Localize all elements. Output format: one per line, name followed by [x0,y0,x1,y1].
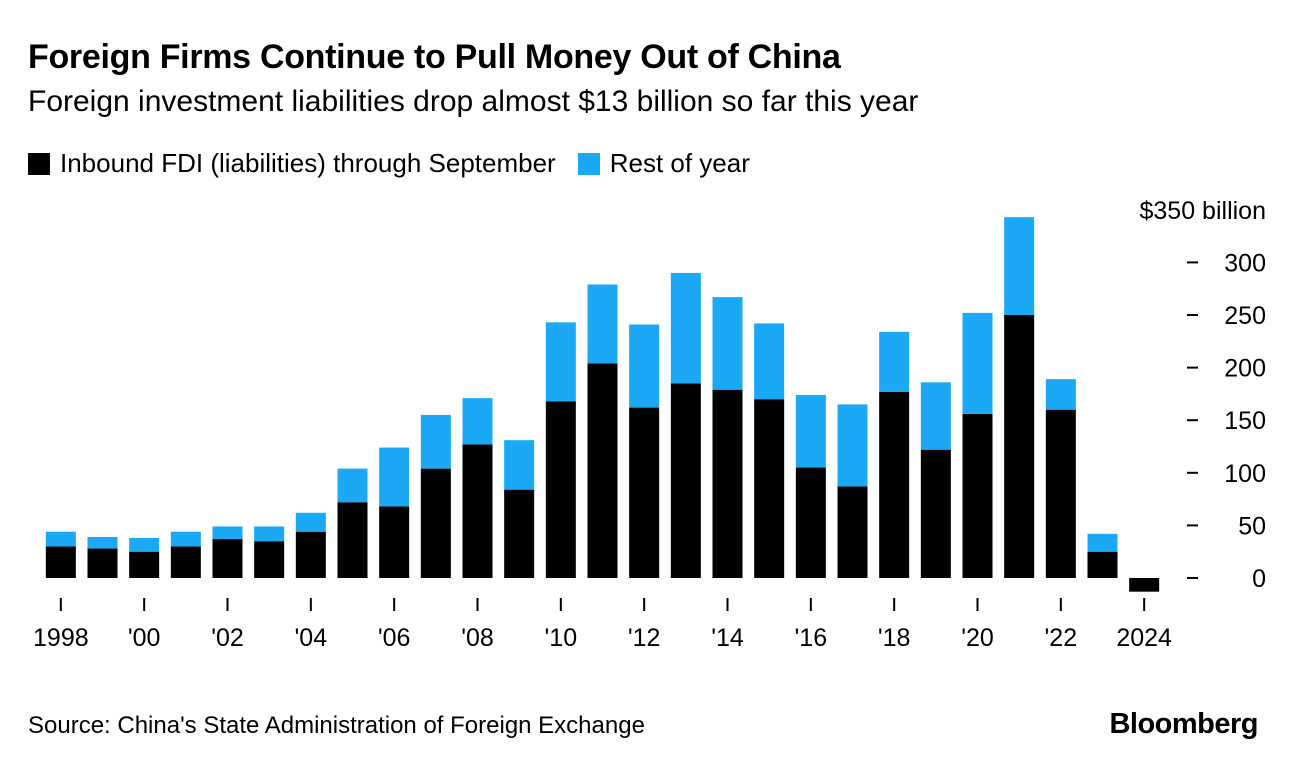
legend-item-rest-of-year: Rest of year [577,148,750,179]
legend-item-through-september: Inbound FDI (liabilities) through Septem… [28,148,556,179]
bar-through-september-1998 [45,546,76,578]
x-tick-label: '08 [461,624,494,652]
bar-rest-of-year-2002 [212,526,243,540]
bar-through-september-2021 [1004,315,1035,578]
bar-through-september-2016 [795,467,826,578]
bar-through-september-1999 [87,548,118,578]
source-note: Source: China's State Administration of … [28,712,645,739]
bar-rest-of-year-2011 [587,284,618,364]
bar-through-september-2009 [504,489,535,578]
legend: Inbound FDI (liabilities) through Septem… [28,148,772,179]
chart-subtitle: Foreign investment liabilities drop almo… [28,85,919,118]
bar-rest-of-year-2022 [1045,379,1076,410]
bar-rest-of-year-2004 [295,512,326,532]
bar-through-september-2013 [670,383,701,578]
x-tick-label: 2024 [1116,624,1172,652]
bar-rest-of-year-2023 [1087,533,1118,552]
x-tick-label: '06 [378,624,411,652]
bar-through-september-2024 [1129,578,1160,592]
y-tick-label: 200 [1224,355,1266,383]
bar-rest-of-year-2019 [920,382,951,450]
bar-through-september-2015 [754,399,785,578]
legend-swatch-black [28,152,50,175]
bar-rest-of-year-1999 [87,536,118,549]
y-tick-label: 250 [1224,302,1266,330]
bar-through-september-2012 [629,407,660,578]
legend-label-rest-of-year: Rest of year [609,148,750,178]
bar-through-september-2006 [379,506,410,578]
bar-rest-of-year-2001 [170,531,201,547]
x-tick-label: '00 [128,624,161,652]
x-tick-label: '04 [295,624,328,652]
x-tick-label: '10 [545,624,578,652]
x-tick-label: '16 [795,624,828,652]
chart-title: Foreign Firms Continue to Pull Money Out… [28,38,841,76]
bar-rest-of-year-2010 [545,322,576,402]
legend-swatch-blue [577,152,600,175]
x-tick-label: 1998 [33,624,89,652]
bar-rest-of-year-2015 [754,323,785,400]
bar-rest-of-year-2005 [337,468,368,503]
bar-rest-of-year-2018 [879,331,910,392]
bar-through-september-2019 [920,449,951,578]
bar-rest-of-year-2013 [670,272,701,384]
bar-through-september-2005 [337,502,368,578]
bar-through-september-2017 [837,486,868,578]
bar-rest-of-year-2003 [254,526,285,542]
y-tick-label: 150 [1224,407,1266,435]
bar-through-september-2023 [1087,551,1118,578]
bar-through-september-2011 [587,363,618,578]
bar-rest-of-year-2012 [629,324,660,408]
bar-through-september-2002 [212,539,243,578]
x-tick-label: '20 [961,624,994,652]
bar-rest-of-year-2008 [462,398,493,445]
x-tick-label: '22 [1045,624,1078,652]
bar-rest-of-year-2016 [795,394,826,468]
bar-through-september-2008 [462,444,493,578]
bar-through-september-2007 [420,468,451,578]
bloomberg-logo: Bloomberg [1109,708,1258,740]
bar-through-september-2003 [254,541,285,578]
bar-through-september-2020 [962,413,993,578]
bar-rest-of-year-2007 [420,414,451,469]
bar-chart: 1998 '00 '02 '04 '06 '08 '10 '12 '14 '16 '18 '20 '22… [33,197,1267,652]
y-tick-label: 100 [1224,460,1266,488]
bar-through-september-2000 [129,551,160,578]
bar-rest-of-year-2006 [379,447,410,507]
bar-through-september-2004 [295,531,326,578]
bar-rest-of-year-2020 [962,312,993,414]
x-tick-label: '18 [878,624,911,652]
bar-through-september-2001 [170,546,201,578]
bar-rest-of-year-2000 [129,538,160,552]
x-tick-label: '02 [211,624,244,652]
bar-rest-of-year-2017 [837,404,868,487]
y-axis-top-label: $350 billion [1140,197,1267,225]
bar-rest-of-year-1998 [45,531,76,547]
y-tick-label: 0 [1252,565,1266,593]
bar-rest-of-year-2021 [1004,217,1035,315]
bar-through-september-2018 [879,391,910,578]
x-tick-label: '12 [628,624,661,652]
bar-rest-of-year-2009 [504,440,535,490]
bar-through-september-2014 [712,389,743,578]
bar-rest-of-year-2014 [712,297,743,390]
bar-through-september-2010 [545,401,576,578]
legend-label-through-september: Inbound FDI (liabilities) through Septem… [60,148,556,178]
y-tick-label: 50 [1238,512,1266,540]
x-tick-label: '14 [711,624,744,652]
y-tick-label: 300 [1224,249,1266,277]
bar-through-september-2022 [1045,409,1076,578]
